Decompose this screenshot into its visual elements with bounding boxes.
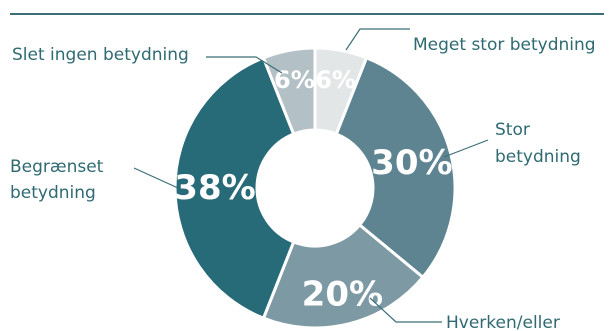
top-divider-line [10,13,604,15]
slice-percent-label: 6% [274,66,315,94]
slice-category-label: Begrænset betydning [10,157,104,203]
leader-line [345,28,410,51]
slice-percent-label: 6% [315,66,356,94]
donut-slice [334,55,457,280]
donut-slice [261,222,425,330]
slice-percent-label: 38% [174,168,255,208]
donut-slice [173,55,296,321]
leader-line [206,56,283,74]
slice-category-label: Slet ingen betydning [12,45,189,65]
slice-percent-label: 20% [302,275,383,315]
leader-line [133,167,179,189]
slice-category-label: Stor betydning [495,120,581,167]
leader-line [369,297,442,323]
slice-category-label: Meget stor betydning [413,35,596,55]
slice-category-label: Hverken/eller [446,313,560,331]
leader-line [443,139,489,158]
label-group: 6% Meget stor betydning 30% Stor betydning 20… [10,28,596,331]
slice-percent-label: 30% [371,143,452,183]
